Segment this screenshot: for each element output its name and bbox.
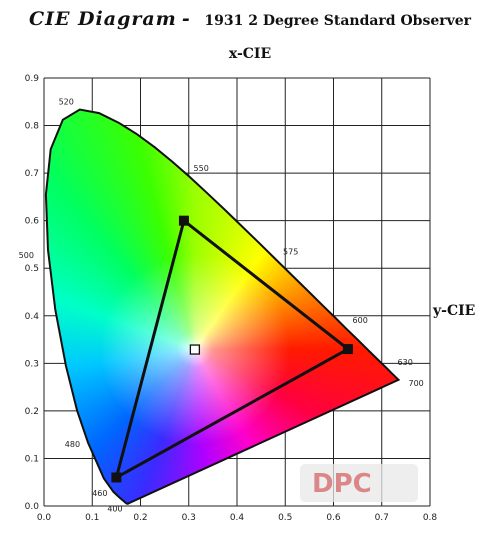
x-tick-label: 0.7 xyxy=(375,513,389,523)
y-tick-label: 0.3 xyxy=(25,359,39,369)
chart-title-row: CIE Diagram - 1931 2 Degree Standard Obs… xyxy=(0,8,500,30)
y-tick-label: 0.4 xyxy=(25,312,40,322)
x-tick-label: 0.6 xyxy=(326,513,341,523)
wavelength-label: 700 xyxy=(408,379,423,388)
y-tick-label: 0.5 xyxy=(25,264,39,274)
wavelength-label: 575 xyxy=(283,248,298,257)
white-point-marker xyxy=(189,344,201,355)
y-tick-label: 0.8 xyxy=(25,122,40,132)
x-tick-label: 0.3 xyxy=(182,513,196,523)
x-tick-label: 0.1 xyxy=(85,513,99,523)
x-tick-label: 0.8 xyxy=(423,513,438,523)
gamut-triangle xyxy=(114,219,350,479)
y-tick-label: 0.7 xyxy=(25,169,39,179)
x-axis-label: x-CIE xyxy=(228,46,272,62)
wavelength-label: 400 xyxy=(107,505,122,514)
wavelength-label: 600 xyxy=(353,316,368,325)
x-tick-label: 0.4 xyxy=(230,513,245,523)
x-tick-label: 0.5 xyxy=(278,513,292,523)
title-dash: - xyxy=(181,8,199,30)
y-tick-label: 0.6 xyxy=(25,217,40,227)
watermark-logo: DPC xyxy=(300,464,418,502)
wavelength-label: 520 xyxy=(59,97,74,106)
spectral-locus xyxy=(44,108,401,505)
wavelength-label: 480 xyxy=(65,440,80,449)
watermark-text: DPC xyxy=(312,469,372,499)
y-tick-label: 0.2 xyxy=(25,407,39,417)
chart-title: CIE Diagram xyxy=(28,8,177,30)
gamut-vertex-red xyxy=(342,344,353,355)
x-tick-label: 0.2 xyxy=(133,513,147,523)
wavelength-label: 550 xyxy=(194,164,209,173)
wavelength-label: 460 xyxy=(92,489,107,498)
wavelength-label: 500 xyxy=(19,251,34,260)
gamut-vertex-green xyxy=(178,215,189,226)
y-tick-label: 0.0 xyxy=(25,502,40,512)
gamut-vertex-blue xyxy=(111,472,122,483)
x-tick-label: 0.0 xyxy=(37,513,52,523)
y-tick-label: 0.1 xyxy=(25,454,39,464)
y-tick-label: 0.9 xyxy=(25,74,40,84)
y-axis-label: y-CIE xyxy=(433,303,476,319)
wavelength-label: 630 xyxy=(398,358,413,367)
chart-subtitle: 1931 2 Degree Standard Observer xyxy=(204,13,472,29)
